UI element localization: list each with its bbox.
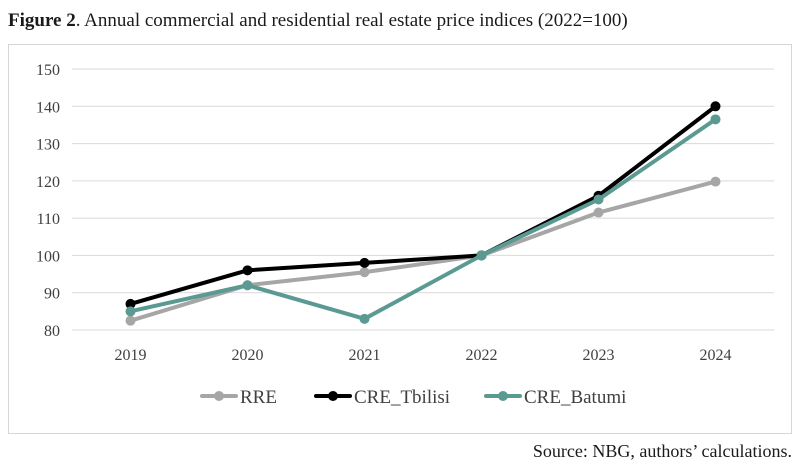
legend-label: CRE_Batumi bbox=[524, 387, 626, 408]
legend-swatch-marker bbox=[214, 391, 224, 401]
y-tick-label: 100 bbox=[36, 248, 60, 265]
data-point-rre bbox=[593, 207, 604, 218]
source-note: Source: NBG, authors’ calculations. bbox=[532, 441, 792, 461]
figure-label: Figure 2 bbox=[8, 10, 76, 31]
data-point-cre_tbilisi bbox=[242, 265, 253, 276]
chart-frame bbox=[8, 44, 792, 434]
legend-label: CRE_Tbilisi bbox=[354, 387, 450, 408]
y-tick-label: 90 bbox=[44, 286, 60, 303]
legend-item-cre_tbilisi: CRE_Tbilisi bbox=[314, 387, 450, 408]
data-point-cre_batumi bbox=[242, 280, 253, 291]
legend-label: RRE bbox=[240, 387, 277, 408]
y-tick-label: 110 bbox=[37, 211, 60, 228]
y-tick-label: 120 bbox=[36, 174, 60, 191]
x-tick-label: 2023 bbox=[583, 347, 615, 364]
data-point-cre_batumi bbox=[710, 114, 721, 125]
legend-item-cre_batumi: CRE_Batumi bbox=[484, 387, 626, 408]
series-line-cre_tbilisi bbox=[128, 104, 718, 306]
x-tick-label: 2021 bbox=[349, 347, 381, 364]
series-line-rre bbox=[128, 179, 718, 323]
data-point-cre_batumi bbox=[476, 250, 487, 261]
x-tick-label: 2024 bbox=[700, 347, 732, 364]
figure-caption: Figure 2. Annual commercial and resident… bbox=[8, 10, 628, 32]
figure-title: . Annual commercial and residential real… bbox=[75, 10, 628, 31]
data-point-cre_batumi bbox=[593, 194, 604, 205]
data-point-rre bbox=[125, 315, 136, 326]
data-point-cre_batumi bbox=[125, 306, 136, 317]
y-tick-label: 130 bbox=[36, 137, 60, 154]
data-point-cre_batumi bbox=[359, 313, 370, 324]
x-tick-label: 2020 bbox=[232, 347, 264, 364]
legend-swatch-marker bbox=[498, 391, 508, 401]
data-point-cre_tbilisi bbox=[710, 101, 721, 112]
y-tick-label: 80 bbox=[44, 323, 60, 340]
legend-swatch-marker bbox=[328, 391, 338, 401]
data-point-cre_tbilisi bbox=[125, 298, 136, 309]
y-tick-label: 150 bbox=[36, 62, 60, 79]
x-tick-label: 2022 bbox=[466, 347, 498, 364]
data-point-rre bbox=[710, 176, 721, 187]
series-line-cre_batumi bbox=[128, 117, 718, 321]
legend-item-rre: RRE bbox=[200, 387, 277, 408]
data-point-rre bbox=[359, 267, 370, 278]
x-tick-label: 2019 bbox=[115, 347, 147, 364]
y-tick-label: 140 bbox=[36, 99, 60, 116]
data-point-cre_tbilisi bbox=[359, 257, 370, 268]
